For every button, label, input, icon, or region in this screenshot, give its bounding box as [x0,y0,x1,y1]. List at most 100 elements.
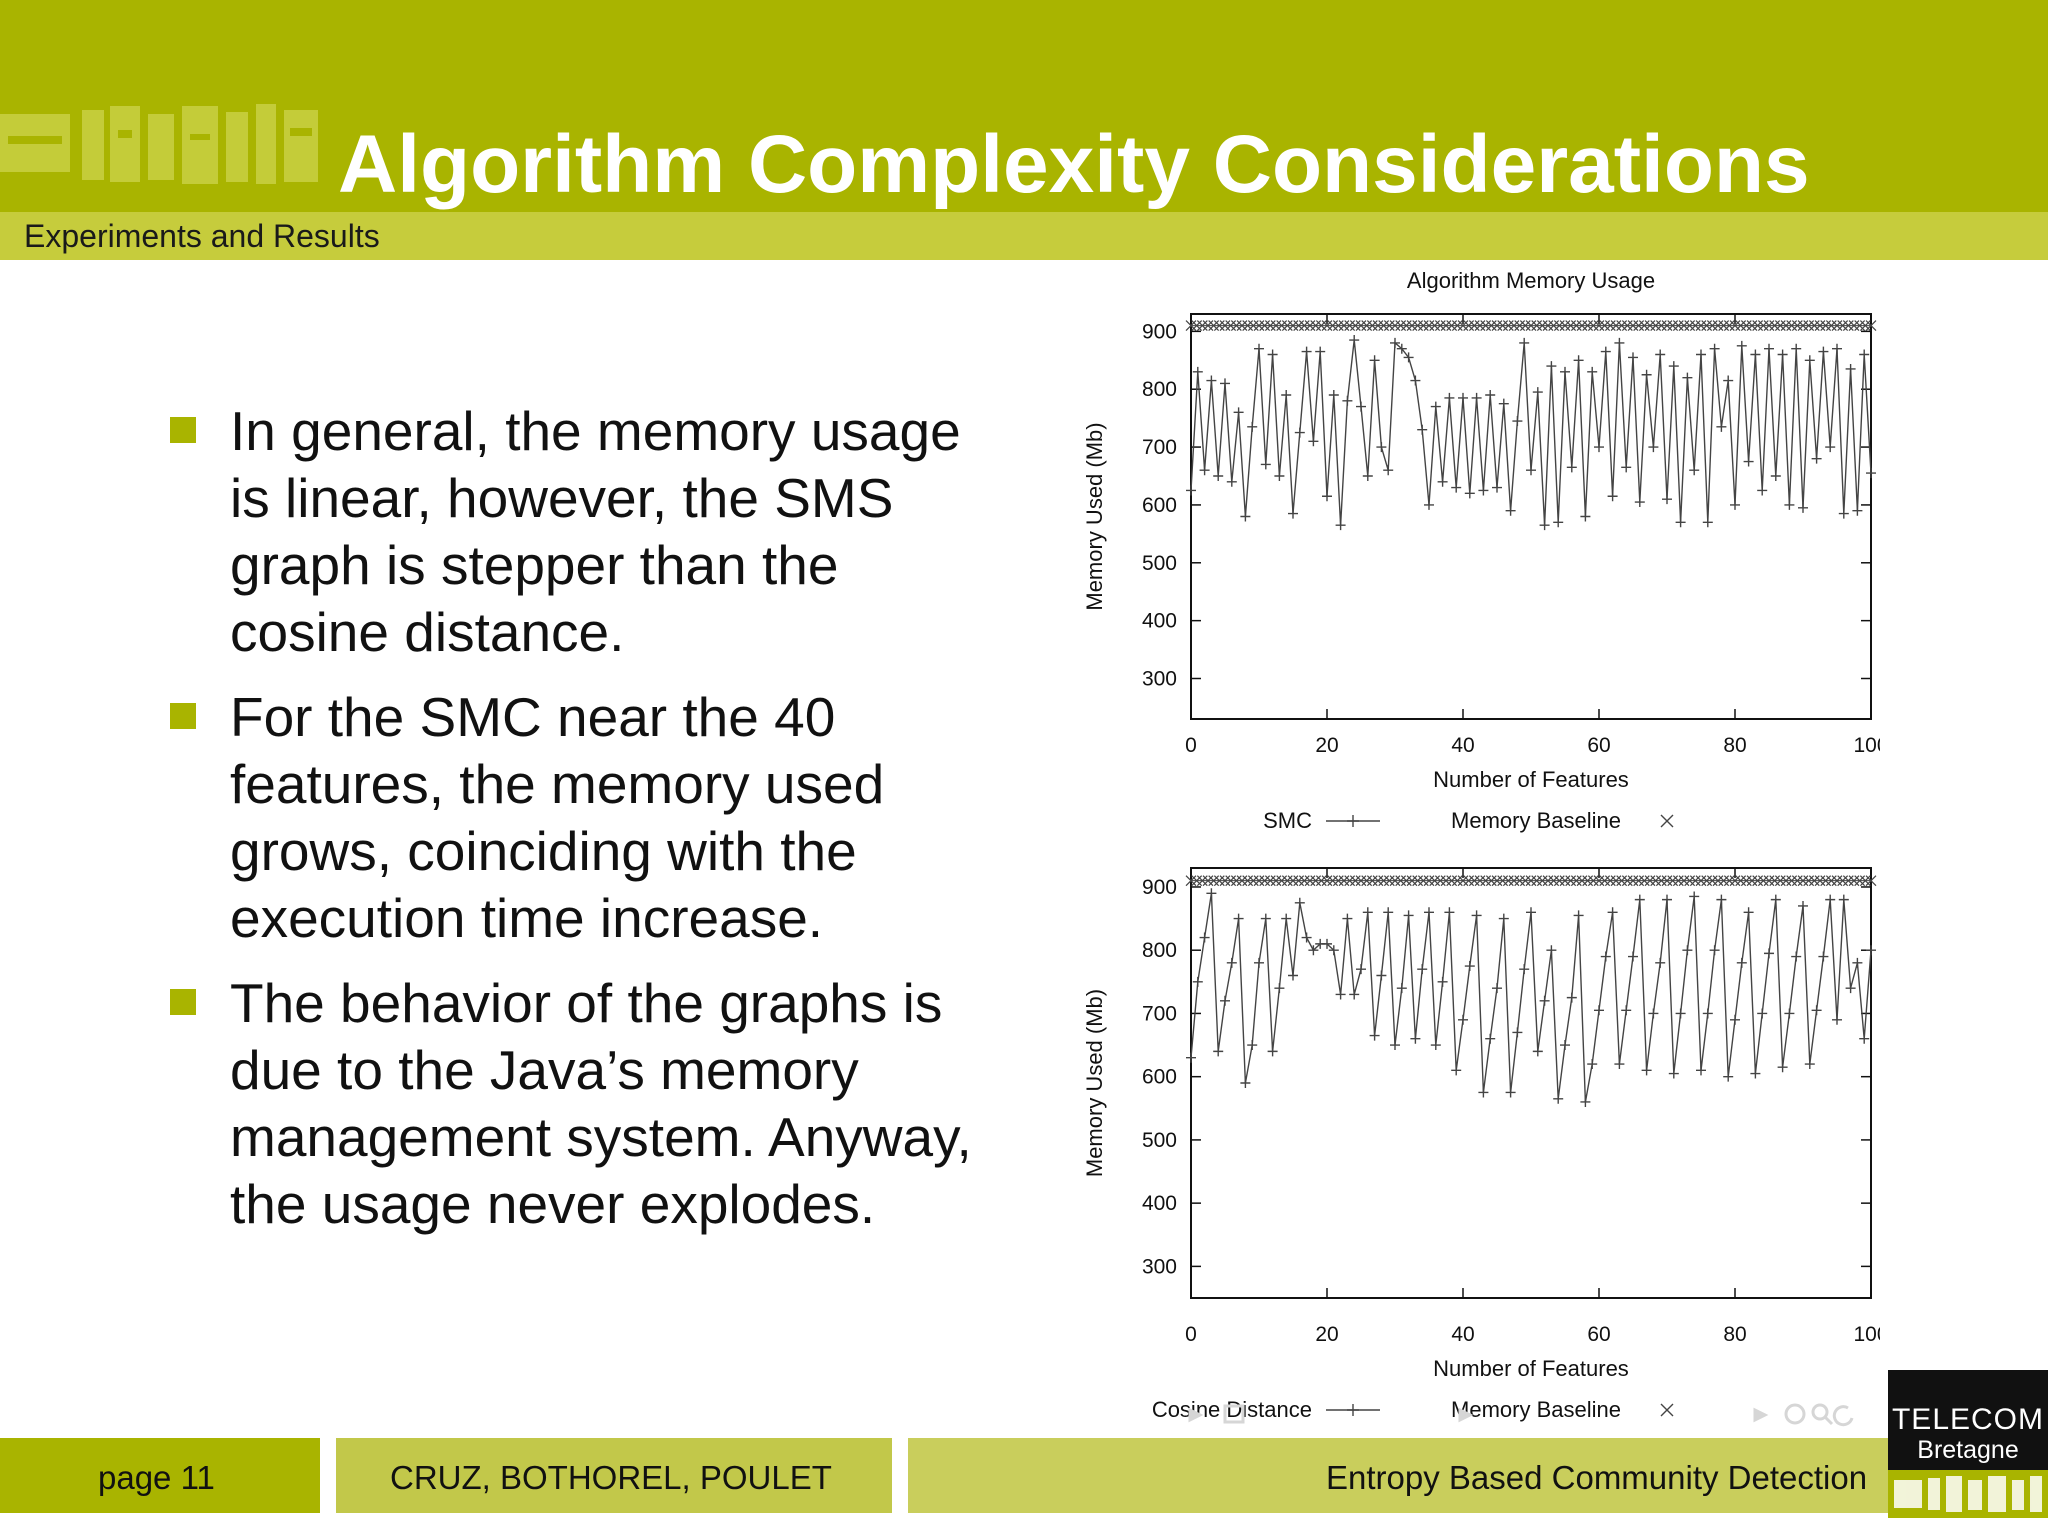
baseline-point [1848,320,1860,331]
legend-label: SMC [1263,808,1312,833]
baseline-point [1508,875,1520,887]
baseline-point [1321,875,1333,887]
baseline-point [1202,875,1214,887]
data-point [1811,1005,1822,1016]
y-tick-label: 700 [1142,436,1177,459]
baseline-point [1378,320,1390,331]
baseline-point [1253,875,1265,887]
data-point [1553,517,1564,528]
baseline-point [1808,875,1820,887]
baseline-point [1242,320,1254,331]
data-point [1464,961,1475,972]
baseline-point [1253,320,1265,331]
baseline-point [1684,875,1696,887]
baseline-point [1701,875,1713,887]
baseline-point [1780,875,1792,887]
baseline-point [1247,320,1259,331]
baseline-point [1616,320,1628,331]
baseline-point [1723,320,1735,331]
baseline-point [1468,320,1480,331]
baseline-point [1559,875,1571,887]
y-tick-label: 500 [1142,1129,1177,1152]
data-point [1254,957,1264,968]
data-point [1294,427,1305,438]
data-point [1621,462,1632,473]
baseline-point [1650,320,1662,331]
baseline-point [1638,320,1650,331]
baseline-point [1191,875,1203,887]
baseline-point [1774,875,1786,887]
baseline-point [1247,875,1259,887]
data-point [1498,398,1509,409]
baseline-point [1576,875,1588,887]
data-point [1274,983,1285,994]
data-point [1811,453,1822,464]
baseline-point [1474,875,1486,887]
baseline-point [1752,320,1764,331]
data-point [1614,337,1625,348]
data-point [1186,485,1196,496]
baseline-point [1780,320,1792,331]
data-point [1587,366,1598,377]
baseline-point [1434,320,1446,331]
baseline-point [1417,320,1429,331]
data-point [1369,1030,1380,1041]
data-point [1566,992,1577,1003]
beamer-navigation-symbols[interactable] [1180,1400,1860,1430]
baseline-point [1366,875,1378,887]
data-point [1852,505,1863,516]
data-point [1328,390,1339,400]
data-point [1539,995,1550,1006]
x-tick-label: 80 [1723,734,1746,757]
data-point [1689,891,1700,902]
baseline-point [1344,320,1356,331]
data-point [1498,913,1509,924]
data-point [1546,361,1557,372]
data-point [1628,951,1638,962]
baseline-point [1576,320,1588,331]
data-point [1417,424,1428,435]
baseline-point [1695,320,1707,331]
baseline-point [1825,320,1837,331]
baseline-point [1372,875,1384,887]
data-point [1743,456,1754,467]
x-tick-label: 100 [1853,734,1880,757]
baseline-point [1406,875,1418,887]
baseline-point [1610,875,1622,887]
data-point [1560,366,1570,377]
baseline-point [1463,320,1475,331]
data-point [1274,471,1285,481]
data-point [1757,485,1768,496]
x-tick-label: 40 [1451,1323,1474,1346]
data-point [1546,945,1557,956]
baseline-point [1808,320,1820,331]
baseline-point [1423,875,1435,887]
baseline-point [1372,320,1384,331]
data-point [1798,502,1808,513]
data-point [1220,378,1230,389]
baseline-point [1525,875,1537,887]
baseline-point [1338,875,1350,887]
data-point [1192,366,1203,377]
data-point [1587,1059,1598,1070]
data-point [1451,1065,1462,1076]
y-axis-label: Memory Used (Mb) [1082,989,1107,1177]
data-point [1655,957,1666,968]
data-point [1838,894,1849,905]
baseline-point [1219,320,1231,331]
data-point [1818,346,1829,357]
baseline-point [1429,875,1441,887]
bullet-item: In general, the memory usage is linear, … [170,398,990,666]
baseline-point [1604,320,1616,331]
data-point [1199,465,1210,476]
data-point [1791,343,1802,354]
data-point [1308,436,1319,447]
baseline-point [1695,875,1707,887]
baseline-point [1655,875,1667,887]
plot-frame [1190,313,1872,720]
baseline-point [1587,875,1599,887]
data-point [1750,1068,1761,1079]
data-point [1594,442,1604,453]
section-label: Experiments and Results [24,218,380,254]
data-point [1696,349,1706,360]
